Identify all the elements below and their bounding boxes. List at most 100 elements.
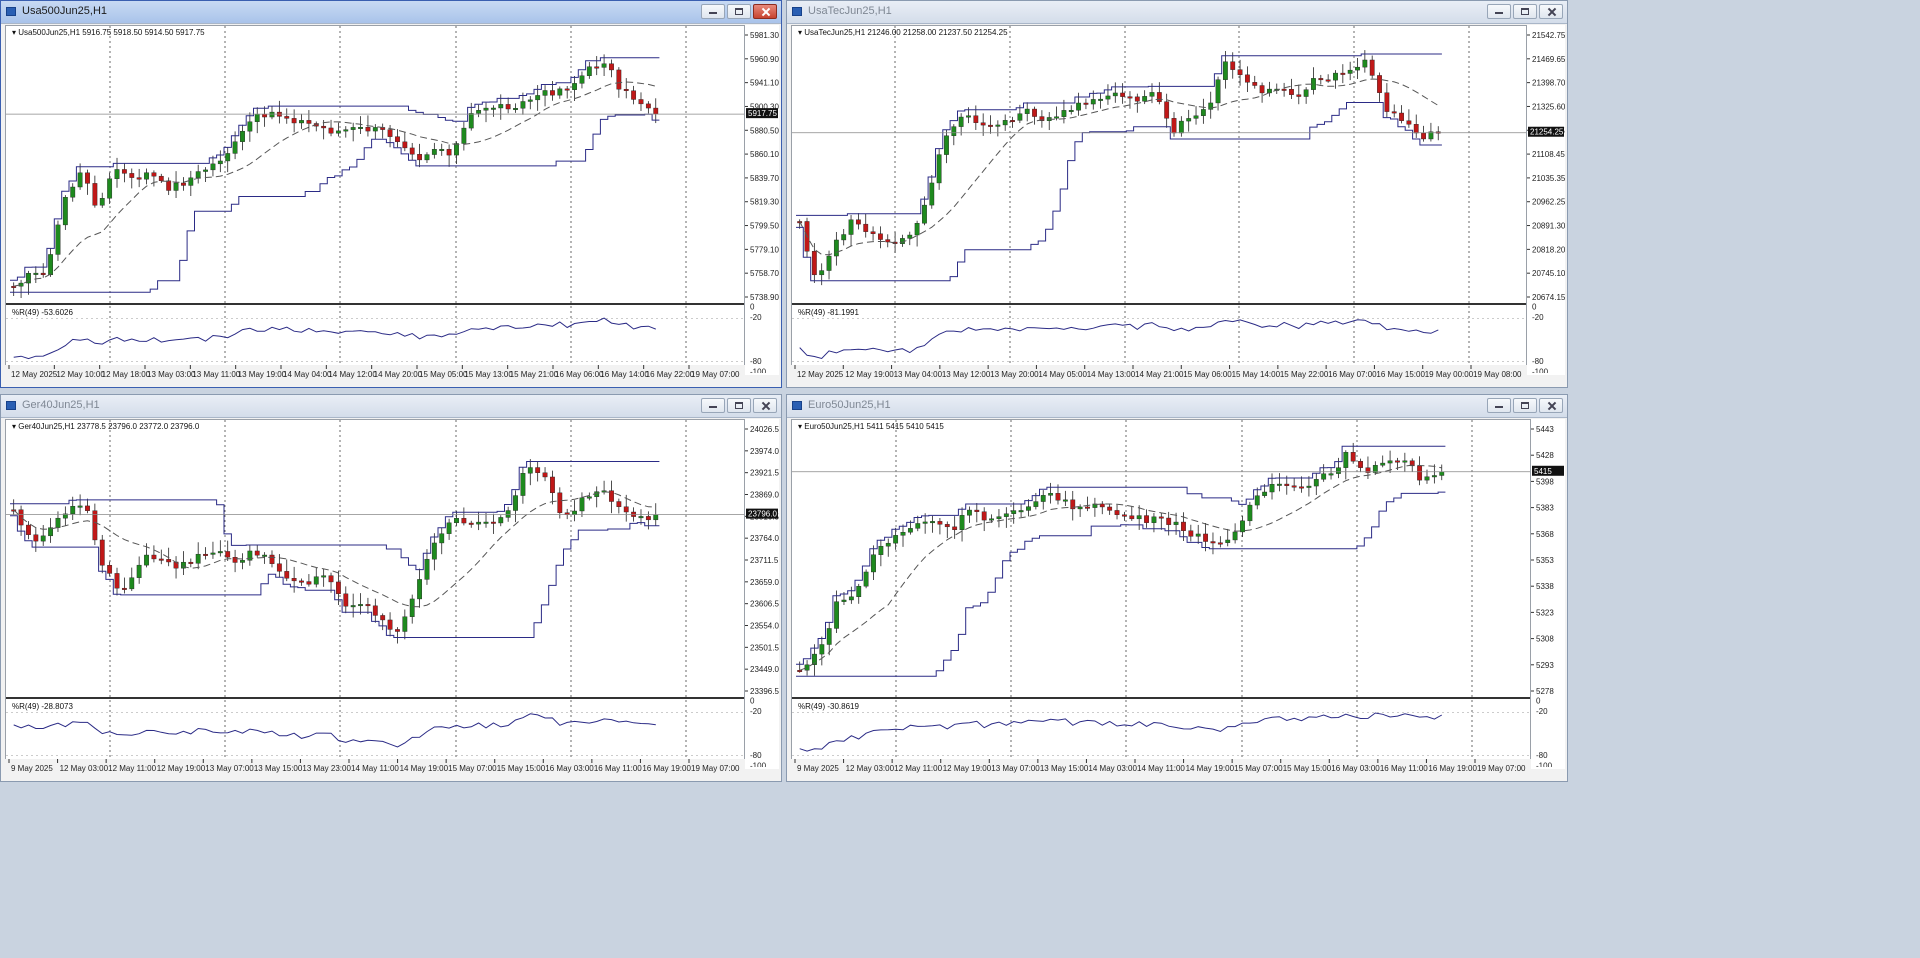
minimize-button[interactable] bbox=[701, 4, 725, 19]
chart-plot-area[interactable]: ▾ UsaTecJun25,H1 21246.00 21258.00 21237… bbox=[791, 25, 1527, 375]
candle-body bbox=[974, 509, 980, 512]
price-tick-label: 5278 bbox=[1536, 687, 1554, 696]
candle-body bbox=[797, 670, 803, 672]
moving-average-line bbox=[13, 81, 656, 287]
time-tick-label: 16 May 07:00 bbox=[1328, 370, 1377, 379]
candle-body bbox=[262, 113, 268, 118]
chart-plot-area[interactable]: ▾ Ger40Jun25,H1 23778.5 23796.0 23772.0 … bbox=[5, 419, 745, 769]
candle-body bbox=[476, 521, 482, 525]
window-titlebar[interactable]: UsaTecJun25,H1 bbox=[787, 1, 1567, 24]
candle-body bbox=[1011, 510, 1017, 514]
chart-window-usatec[interactable]: UsaTecJun25,H1 ▾ UsaTecJun25,H1 21246.00… bbox=[786, 0, 1568, 388]
window-titlebar[interactable]: Ger40Jun25,H1 bbox=[1, 395, 781, 418]
time-tick-label: 12 May 11:00 bbox=[894, 764, 942, 773]
minimize-icon bbox=[702, 5, 724, 18]
candle-body bbox=[402, 141, 408, 149]
candle-body bbox=[498, 517, 504, 524]
time-tick-label: 15 May 07:00 bbox=[448, 764, 497, 773]
candle-body bbox=[217, 551, 223, 554]
candle-body bbox=[863, 571, 869, 587]
close-button[interactable] bbox=[753, 398, 777, 413]
candle-body bbox=[550, 90, 555, 96]
candle-body bbox=[936, 154, 942, 184]
price-axis[interactable]: 5981.30 5960.90 5941.10 5900.30 5880.50 5860.… bbox=[745, 25, 779, 375]
candle-body bbox=[490, 521, 496, 524]
candle-body bbox=[1068, 110, 1074, 112]
time-tick-label: 16 May 11:00 bbox=[594, 764, 642, 773]
candle-body bbox=[1245, 74, 1250, 83]
price-axis[interactable]: 5443 5428 5398 5383 5368 5353 5338 5323 5308 5293… bbox=[1531, 419, 1565, 769]
window-titlebar[interactable]: Euro50Jun25,H1 bbox=[787, 395, 1567, 418]
candle-body bbox=[1240, 520, 1245, 533]
price-tick-label: 5981.30 bbox=[750, 31, 779, 40]
candle-body bbox=[107, 178, 113, 199]
chart-window-usa500[interactable]: Usa500Jun25,H1 ▾ Usa500Jun25,H1 5916.75 … bbox=[0, 0, 782, 388]
candle-body bbox=[1054, 116, 1059, 119]
candle-body bbox=[601, 63, 607, 68]
candle-body bbox=[1062, 499, 1068, 502]
wpr-line bbox=[799, 319, 1439, 360]
chart-window-euro50[interactable]: Euro50Jun25,H1 ▾ Euro50Jun25,H1 5411 541… bbox=[786, 394, 1568, 782]
maximize-icon bbox=[728, 5, 750, 18]
time-tick-label: 15 May 15:00 bbox=[497, 764, 546, 773]
close-button[interactable] bbox=[1539, 4, 1563, 19]
price-tick-label: 5353 bbox=[1536, 556, 1554, 565]
time-axis[interactable]: 12 May 2025 12 May 10:00 12 May 18:00 13 Ma… bbox=[5, 365, 745, 385]
maximize-icon bbox=[728, 399, 750, 412]
price-axis-svg: 5981.30 5960.90 5941.10 5900.30 5880.50 5860.… bbox=[745, 31, 779, 373]
candle-body bbox=[1188, 530, 1194, 537]
price-tick-label: 5779.10 bbox=[750, 245, 779, 254]
chart-window-icon bbox=[6, 401, 16, 410]
candle-body bbox=[1333, 72, 1338, 81]
candle-body bbox=[203, 169, 208, 172]
close-button[interactable] bbox=[753, 4, 777, 19]
chart-plot-area[interactable]: ▾ Usa500Jun25,H1 5916.75 5918.50 5914.50… bbox=[5, 25, 745, 375]
candle-body bbox=[914, 223, 920, 236]
time-tick-label: 19 May 08:00 bbox=[1473, 370, 1522, 379]
price-tick-label: 5758.70 bbox=[750, 269, 779, 278]
candle-body bbox=[151, 554, 157, 560]
chart-window-ger40[interactable]: Ger40Jun25,H1 ▾ Ger40Jun25,H1 23778.5 23… bbox=[0, 394, 782, 782]
minimize-button[interactable] bbox=[1487, 398, 1511, 413]
time-tick-label: 16 May 11:00 bbox=[1380, 764, 1428, 773]
candle-body bbox=[299, 120, 304, 124]
candle-body bbox=[1010, 120, 1015, 123]
window-title: Ger40Jun25,H1 bbox=[22, 399, 100, 411]
time-tick-label: 9 May 2025 bbox=[11, 764, 53, 773]
price-axis[interactable]: 21542.7521469.6521398.7021325.6021181.55… bbox=[1527, 25, 1565, 375]
candle-body bbox=[609, 490, 614, 502]
maximize-button[interactable] bbox=[1513, 398, 1537, 413]
maximize-button[interactable] bbox=[1513, 4, 1537, 19]
time-axis[interactable]: 12 May 2025 12 May 19:00 13 May 04:00 13 Ma… bbox=[791, 365, 1527, 385]
time-axis[interactable]: 9 May 2025 12 May 03:00 12 May 11:00 12 May… bbox=[5, 759, 745, 779]
price-tick-label: 5398 bbox=[1536, 477, 1554, 486]
price-axis[interactable]: 24026.523974.023921.523869.023816.523764… bbox=[745, 419, 779, 769]
candle-body bbox=[1114, 510, 1120, 515]
candle-body bbox=[855, 219, 861, 225]
window-titlebar[interactable]: Usa500Jun25,H1 bbox=[1, 1, 781, 24]
moving-average-line bbox=[799, 464, 1442, 671]
candle-body bbox=[1003, 513, 1009, 517]
candle-body bbox=[1439, 471, 1445, 476]
candle-body bbox=[1355, 66, 1360, 71]
candle-body bbox=[365, 126, 371, 132]
minimize-button[interactable] bbox=[701, 398, 725, 413]
candle-body bbox=[833, 239, 839, 257]
time-axis[interactable]: 9 May 2025 12 May 03:00 12 May 11:00 12 May… bbox=[791, 759, 1531, 779]
price-tick-label: 20818.20 bbox=[1532, 245, 1565, 254]
price-tick-label: 5368 bbox=[1536, 530, 1554, 539]
chart-plot-area[interactable]: ▾ Euro50Jun25,H1 5411 5415 5410 5415 %R(4… bbox=[791, 419, 1531, 769]
candle-body bbox=[1002, 120, 1008, 126]
candle-body bbox=[930, 521, 935, 524]
candle-body bbox=[653, 107, 659, 115]
close-button[interactable] bbox=[1539, 398, 1563, 413]
candle-body bbox=[225, 153, 231, 162]
candle-body bbox=[1413, 124, 1419, 134]
maximize-button[interactable] bbox=[727, 398, 751, 413]
maximize-button[interactable] bbox=[727, 4, 751, 19]
candle-body bbox=[121, 169, 127, 174]
minimize-button[interactable] bbox=[1487, 4, 1511, 19]
candle-body bbox=[1055, 493, 1061, 501]
candle-body bbox=[40, 272, 46, 276]
channel-lower-line bbox=[10, 515, 660, 638]
